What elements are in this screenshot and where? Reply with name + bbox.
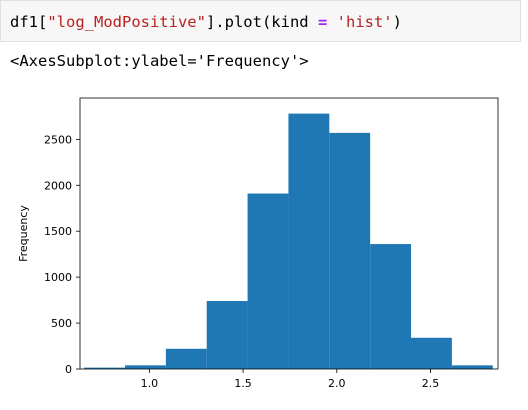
output-repr: <AxesSubplot:ylabel='Frequency'> — [10, 52, 309, 70]
histogram-bar — [288, 113, 330, 370]
histogram-chart: 0 500 1000 1500 2000 2500 1.0 1.5 2.0 2.5 Freque… — [17, 97, 499, 390]
histogram-bar — [165, 348, 207, 369]
code-token: ) — [392, 13, 402, 31]
x-tick-label: 1.0 — [141, 377, 159, 390]
y-tick-label: 1500 — [44, 225, 72, 238]
histogram-bar — [206, 301, 248, 369]
y-tick-label: 0 — [65, 363, 72, 376]
histogram-bar — [247, 193, 289, 369]
y-tick-label: 1000 — [44, 271, 72, 284]
code-token: = — [317, 13, 328, 31]
y-ticks-group: 0 500 1000 1500 2000 2500 — [44, 133, 80, 376]
histogram-bar — [411, 337, 452, 369]
code-token: "log_ModPositive" — [47, 13, 206, 31]
histogram-bar — [451, 365, 493, 369]
x-tick-label: 2.0 — [328, 377, 346, 390]
histogram-bar — [84, 367, 125, 369]
bars-group — [84, 113, 493, 370]
axes-frame — [79, 97, 499, 370]
y-axis-label: Frequency — [17, 205, 30, 262]
x-tick-label: 2.5 — [422, 377, 440, 390]
histogram-bar — [329, 132, 371, 369]
code-token: 'hist' — [336, 13, 393, 31]
histogram-bar — [124, 365, 166, 369]
code-cell[interactable]: df1["log_ModPositive"].plot(kind = 'hist… — [0, 0, 521, 42]
code-token: ].plot(kind — [205, 13, 318, 31]
x-ticks-group: 1.0 1.5 2.0 2.5 — [141, 369, 440, 390]
code-token: df1[ — [10, 13, 48, 31]
code-token — [327, 13, 336, 31]
y-tick-label: 500 — [51, 317, 72, 330]
x-tick-label: 1.5 — [234, 377, 252, 390]
histogram-bar — [370, 244, 412, 369]
y-tick-label: 2000 — [44, 179, 72, 192]
y-tick-label: 2500 — [44, 133, 72, 146]
